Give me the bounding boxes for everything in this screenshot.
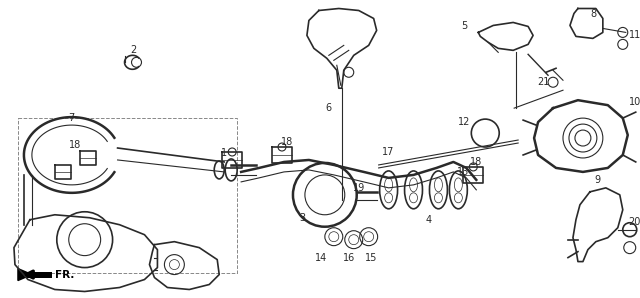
Text: 14: 14: [315, 253, 327, 263]
Text: 7: 7: [68, 113, 75, 123]
Text: 6: 6: [326, 103, 332, 113]
Bar: [18, 118, 237, 273]
Text: 9: 9: [595, 175, 601, 185]
Text: 18: 18: [470, 157, 483, 167]
Text: 18: 18: [68, 140, 81, 150]
Text: FR.: FR.: [55, 270, 74, 280]
Text: 8: 8: [591, 10, 597, 19]
Polygon shape: [20, 271, 52, 277]
Text: 19: 19: [353, 183, 365, 193]
Text: 3: 3: [299, 213, 305, 223]
Text: 5: 5: [461, 21, 467, 31]
Text: 12: 12: [458, 117, 470, 127]
Text: 17: 17: [383, 147, 395, 157]
Text: 15: 15: [365, 253, 377, 263]
Text: 18: 18: [281, 137, 293, 147]
Text: 13: 13: [457, 167, 470, 177]
Text: 11: 11: [628, 30, 640, 41]
Text: 1: 1: [221, 148, 227, 158]
Polygon shape: [18, 268, 32, 280]
Text: 21: 21: [537, 77, 549, 87]
Text: 10: 10: [628, 97, 640, 107]
Text: 4: 4: [426, 215, 431, 225]
Text: 2: 2: [131, 45, 137, 55]
Text: 16: 16: [342, 253, 355, 263]
Text: 20: 20: [628, 217, 640, 227]
